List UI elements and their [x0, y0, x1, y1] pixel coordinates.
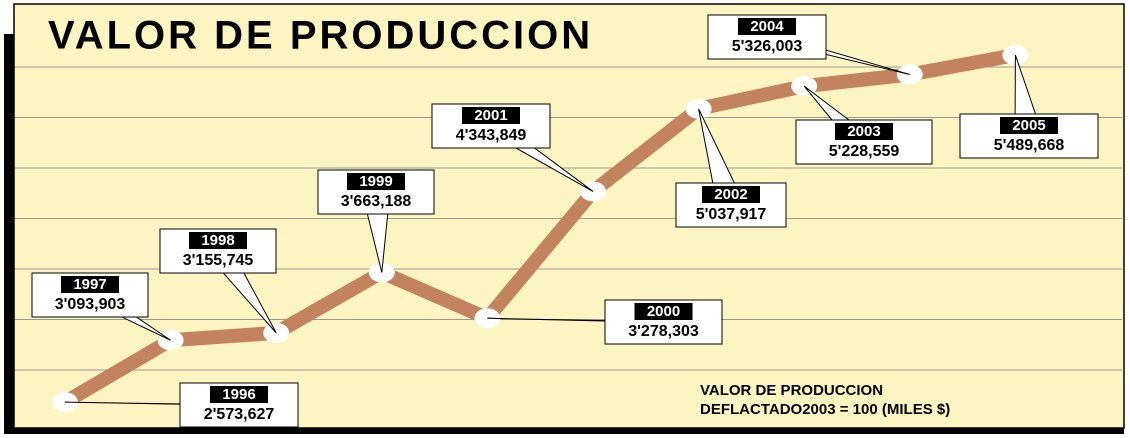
- year-badge: [61, 276, 119, 293]
- year-label: 1997: [73, 276, 106, 293]
- value-label: 5'326,003: [732, 38, 803, 55]
- year-badge: [738, 18, 796, 35]
- year-badge: [835, 123, 893, 140]
- year-label: 2002: [714, 186, 747, 203]
- year-badge: [1000, 117, 1058, 134]
- chart-title: VALOR DE PRODUCCION: [48, 14, 593, 58]
- value-label: 5'037,917: [696, 206, 767, 223]
- year-label: 1996: [222, 386, 255, 403]
- annotation: DEFLACTADO2003 = 100 (MILES $): [700, 401, 950, 418]
- year-label: 2005: [1012, 117, 1045, 134]
- year-badge: [702, 186, 760, 203]
- year-badge: [210, 386, 268, 403]
- value-label: 5'489,668: [994, 137, 1065, 154]
- annotation: VALOR DE PRODUCCION: [700, 382, 883, 399]
- year-label: 2000: [647, 303, 680, 320]
- year-badge: [189, 232, 247, 249]
- year-label: 2003: [847, 123, 880, 140]
- year-label: 2004: [750, 18, 784, 35]
- value-label: 3'663,188: [341, 193, 412, 210]
- value-label: 4'343,849: [456, 127, 527, 144]
- year-badge: [347, 173, 405, 190]
- value-label: 2'573,627: [204, 406, 275, 423]
- year-label: 1998: [201, 232, 234, 249]
- value-label: 3'155,745: [183, 252, 254, 269]
- year-label: 1999: [359, 173, 392, 190]
- value-label: 3'278,303: [628, 323, 699, 340]
- line: [61, 48, 1017, 409]
- value-label: 5'228,559: [829, 143, 900, 160]
- year-label: 2001: [474, 107, 507, 124]
- value-label: 3'093,903: [55, 296, 126, 313]
- year-badge: [634, 303, 693, 320]
- year-badge: [462, 107, 520, 124]
